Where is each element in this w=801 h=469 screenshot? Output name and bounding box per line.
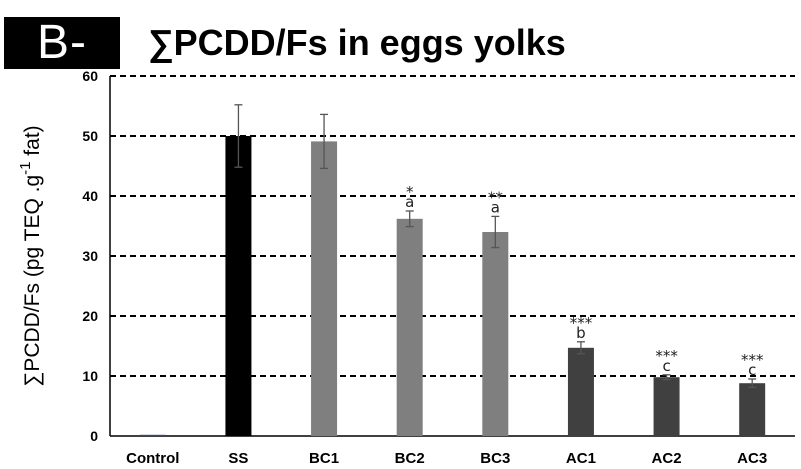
group-letter: a <box>491 198 500 216</box>
group-letter: c <box>748 361 756 379</box>
bars <box>139 136 766 436</box>
x-tick-label: BC3 <box>480 450 510 467</box>
group-letter: b <box>576 324 586 342</box>
bar-ss <box>225 136 252 436</box>
y-tick-label: 20 <box>82 308 98 324</box>
y-tick-label: 50 <box>82 128 98 144</box>
significance-mark: *** <box>741 351 764 369</box>
y-tick-label: 40 <box>82 188 98 204</box>
y-tick-labels: 0 10 20 30 40 50 60 <box>82 68 98 444</box>
group-letter: a <box>405 193 414 211</box>
group-letter: c <box>662 357 670 375</box>
x-tick-label: SS <box>228 450 248 467</box>
bar-bc1 <box>311 141 338 436</box>
x-tick-label: Control <box>126 450 179 467</box>
x-tick-label: AC3 <box>737 450 767 467</box>
significance-mark: *** <box>655 347 678 365</box>
axes <box>109 76 795 437</box>
bar-ac1 <box>567 347 594 436</box>
x-tick-labels: Control SS BC1 BC2 BC3 AC1 AC2 AC3 <box>126 450 767 467</box>
significance-mark: ** <box>488 188 504 206</box>
x-tick-label: BC1 <box>309 450 339 467</box>
bar-control <box>139 434 166 436</box>
x-tick-label: BC2 <box>395 450 425 467</box>
y-axis-label: ∑PCDD/Fs (pg TEQ .g-1 fat) <box>17 125 44 386</box>
bar-bc3 <box>482 232 509 436</box>
y-tick-label: 30 <box>82 248 98 264</box>
y-tick-label: 60 <box>82 68 98 84</box>
annotations: a*a**b***c***c*** <box>405 183 764 379</box>
gridlines <box>110 75 795 377</box>
bar-ac3 <box>739 383 766 436</box>
bar-bc2 <box>396 218 423 436</box>
x-tick-label: AC1 <box>566 450 596 467</box>
chart-title: ∑PCDD/Fs in eggs yolks <box>148 22 566 63</box>
x-tick-label: AC2 <box>652 450 682 467</box>
panel-label: B- <box>4 17 120 69</box>
error-bars <box>234 104 757 389</box>
y-tick-label: 10 <box>82 368 98 384</box>
significance-mark: *** <box>570 314 593 332</box>
significance-mark: * <box>406 183 414 201</box>
bar-ac2 <box>653 377 680 436</box>
y-tick-label: 0 <box>90 428 98 444</box>
